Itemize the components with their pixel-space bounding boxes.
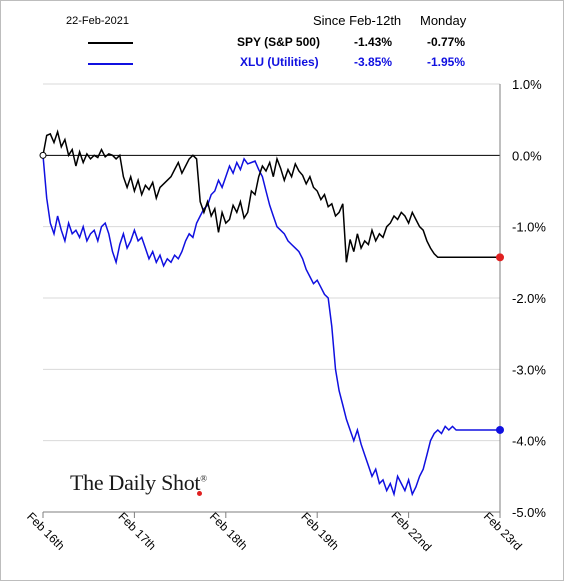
y-tick-label: 0.0%	[512, 148, 542, 163]
logo-dot	[197, 491, 202, 496]
spy-end-point	[496, 253, 504, 262]
y-tick-label: -3.0%	[512, 362, 546, 377]
logo: The Daily Shot®	[70, 470, 207, 496]
spy-line	[42, 129, 500, 263]
xlu-line	[42, 155, 500, 498]
y-tick-label: -5.0%	[512, 505, 546, 520]
legend-line-spy	[88, 42, 133, 44]
date-label: 22-Feb-2021	[66, 15, 129, 27]
legend-since-xlu: -3.85%	[353, 55, 392, 69]
start-point	[39, 151, 47, 159]
x-tick-label: Feb 16th	[24, 509, 67, 552]
x-tick-label: Feb 19th	[298, 509, 341, 552]
legend-since-spy: -1.43%	[353, 35, 392, 49]
header-monday: Monday	[420, 13, 467, 28]
logo-registered-mark: ®	[200, 473, 207, 484]
logo-text: The Daily Shot	[70, 470, 201, 495]
x-tick-label: Feb 22nd	[389, 508, 435, 554]
legend-name-xlu: XLU (Utilities)	[240, 55, 319, 69]
legend-monday-xlu: -1.95%	[426, 55, 465, 69]
legend-monday-spy: -0.77%	[426, 35, 465, 49]
y-tick-label: -4.0%	[512, 434, 546, 449]
x-tick-label: Feb 18th	[207, 509, 250, 552]
y-tick-label: -2.0%	[512, 291, 546, 306]
y-tick-label: 1.0%	[512, 77, 542, 92]
y-tick-label: -1.0%	[512, 220, 546, 235]
xlu-end-point	[496, 425, 504, 434]
legend-line-xlu	[88, 63, 133, 65]
header-since: Since Feb-12th	[313, 13, 402, 28]
x-tick-label: Feb 17th	[116, 509, 159, 552]
legend-name-spy: SPY (S&P 500)	[237, 35, 320, 49]
